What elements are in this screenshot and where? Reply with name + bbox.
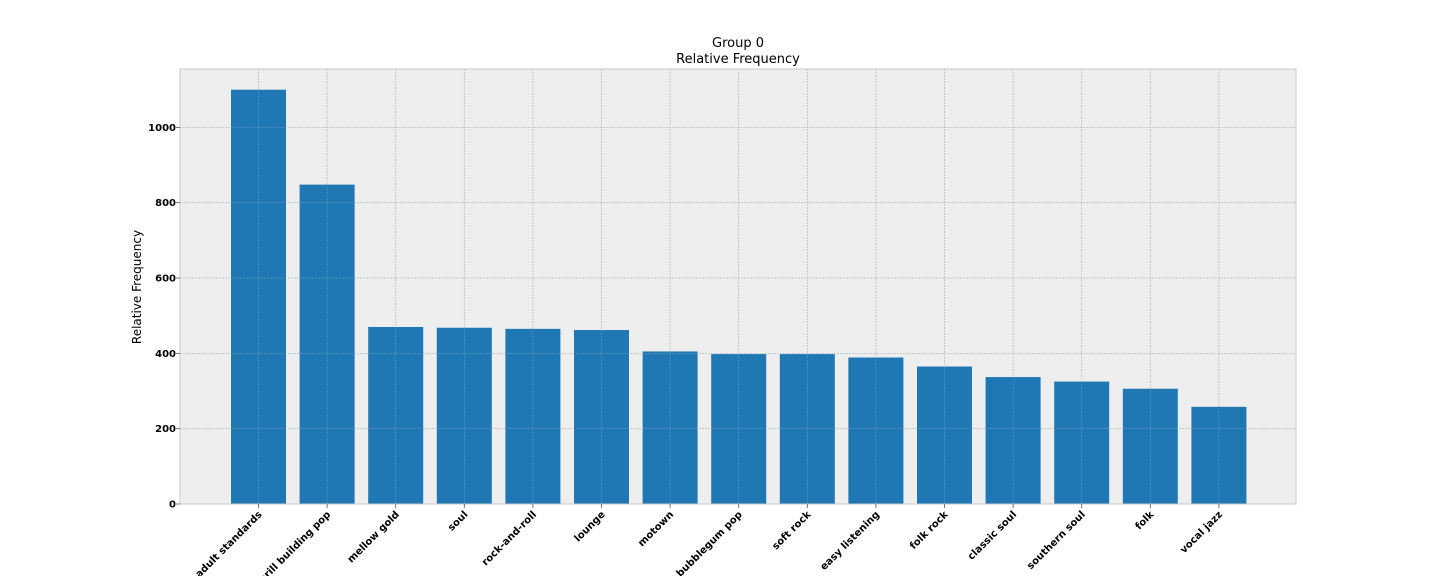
x-tick-label: southern soul <box>1025 509 1088 572</box>
chart-subtitle: Relative Frequency <box>676 52 800 67</box>
y-tick-label: 400 <box>155 349 176 360</box>
plot-frame <box>179 68 1297 505</box>
y-tick-label: 200 <box>155 424 176 435</box>
x-tick-label: adult standards <box>194 509 265 576</box>
x-tick-label: brill building pop <box>257 509 333 576</box>
x-tick-label: easy listening <box>819 509 882 572</box>
chart-title: Group 0 <box>712 36 764 51</box>
x-tick-label: mellow gold <box>346 509 402 565</box>
x-tick-label: soft rock <box>770 509 813 552</box>
bar <box>231 89 286 504</box>
bar <box>985 377 1041 504</box>
x-tick-label: soul <box>446 509 470 533</box>
x-tick-label: classic soul <box>966 509 1019 562</box>
tick-marks <box>176 126 1220 508</box>
x-tick-label: bubblegum pop <box>675 509 745 576</box>
y-tick-label: 1000 <box>148 123 176 134</box>
y-tick-labels: 0 200 400 600 800 1000 <box>148 123 176 511</box>
y-tick-label: 600 <box>155 274 176 285</box>
x-tick-label: folk <box>1134 509 1157 532</box>
y-axis-label: Relative Frequency <box>130 230 144 344</box>
y-tick-label: 800 <box>155 198 176 209</box>
x-tick-label: folk rock <box>908 509 951 552</box>
x-tick-label: motown <box>636 509 676 549</box>
x-tick-label: rock-and-roll <box>480 509 539 568</box>
x-tick-label: lounge <box>573 509 608 544</box>
x-tick-label: vocal jazz <box>1178 509 1225 556</box>
y-tick-label: 0 <box>169 500 176 511</box>
